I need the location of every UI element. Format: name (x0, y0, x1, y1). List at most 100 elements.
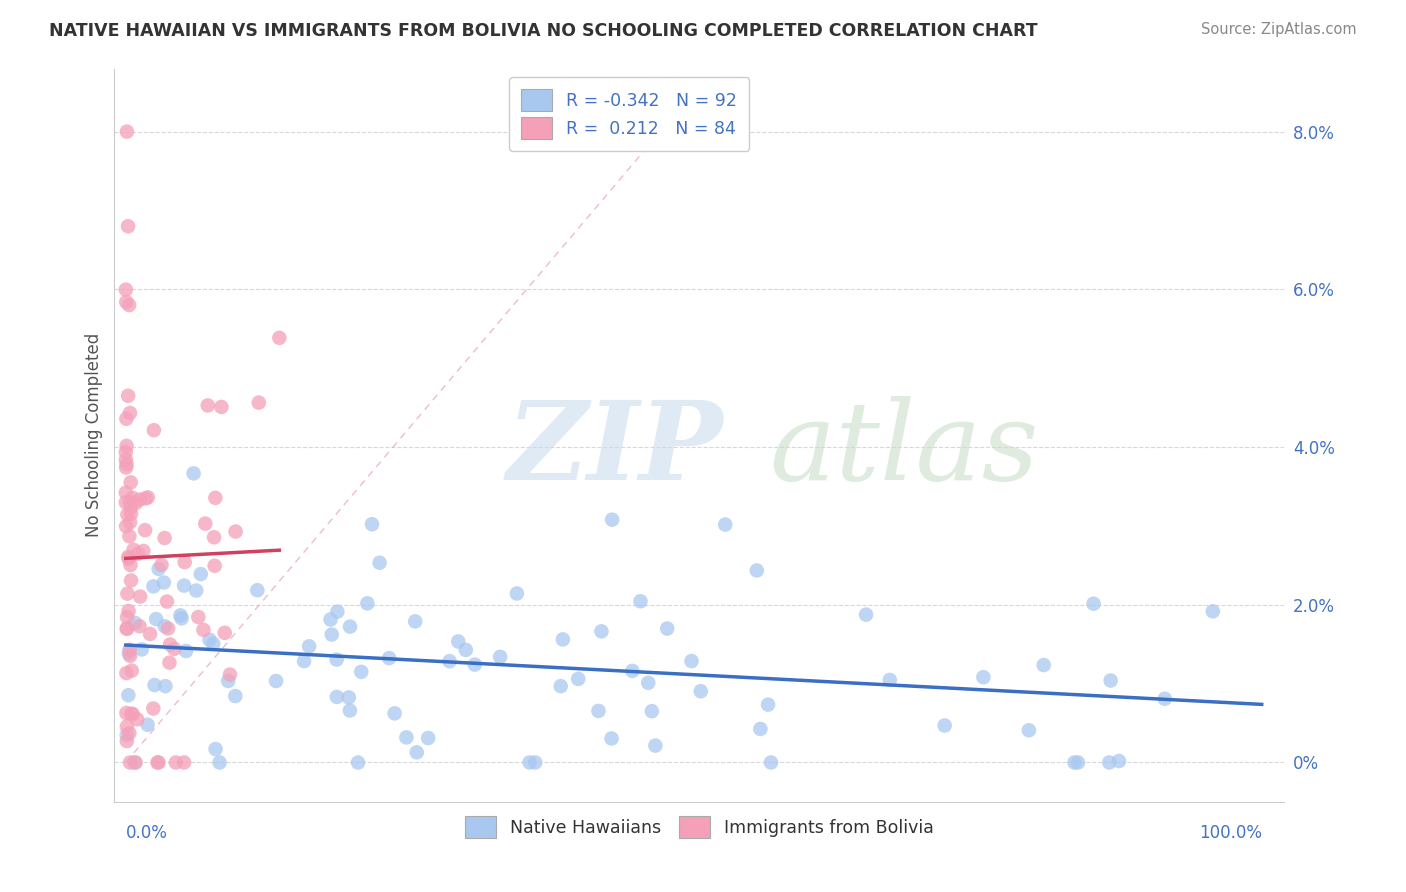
Point (384, 706, 406, 721)
Point (153, 619, 176, 633)
Point (118, 756, 141, 770)
Point (325, 652, 347, 666)
Point (339, 704, 361, 718)
Point (186, 583, 208, 598)
Point (121, 706, 143, 721)
Point (148, 562, 170, 576)
Point (124, 756, 146, 770)
Point (204, 742, 226, 756)
Point (506, 586, 529, 600)
Point (118, 495, 141, 509)
Legend: Native Hawaiians, Immigrants from Bolivia: Native Hawaiians, Immigrants from Bolivi… (458, 810, 941, 845)
Point (644, 739, 666, 753)
Text: 0.0%: 0.0% (125, 824, 167, 842)
Point (198, 632, 221, 647)
Point (298, 640, 321, 654)
Text: ZIP: ZIP (506, 396, 723, 504)
Point (197, 399, 219, 413)
Point (321, 627, 343, 641)
Point (269, 331, 291, 345)
Point (117, 508, 139, 522)
Point (127, 547, 149, 561)
Point (143, 678, 166, 692)
Point (115, 411, 138, 425)
Point (120, 515, 142, 529)
Point (148, 756, 170, 770)
Point (165, 756, 187, 770)
Point (159, 637, 181, 651)
Point (120, 574, 142, 588)
Point (681, 654, 703, 668)
Point (173, 555, 195, 569)
Point (128, 492, 150, 507)
Point (934, 718, 956, 732)
Point (326, 690, 349, 704)
Point (155, 679, 177, 693)
Point (127, 712, 149, 726)
Point (368, 556, 391, 570)
Point (600, 731, 623, 746)
Point (115, 460, 138, 475)
Point (118, 642, 141, 657)
Point (1202, 604, 1225, 618)
Point (745, 564, 768, 578)
Point (132, 544, 155, 558)
Point (337, 690, 360, 705)
Point (120, 475, 142, 490)
Point (217, 673, 239, 688)
Point (591, 624, 613, 639)
Point (1099, 673, 1122, 688)
Text: Source: ZipAtlas.com: Source: ZipAtlas.com (1201, 22, 1357, 37)
Point (115, 734, 138, 748)
Point (156, 594, 179, 608)
Point (136, 717, 159, 731)
Point (404, 615, 426, 629)
Point (115, 457, 138, 471)
Point (1153, 691, 1175, 706)
Y-axis label: No Schooling Completed: No Schooling Completed (86, 333, 103, 537)
Point (749, 722, 772, 736)
Point (115, 519, 138, 533)
Point (1108, 754, 1130, 768)
Point (120, 501, 142, 516)
Text: 100.0%: 100.0% (1199, 824, 1261, 842)
Point (356, 596, 378, 610)
Point (326, 605, 349, 619)
Point (464, 657, 486, 672)
Point (361, 517, 384, 532)
Point (136, 491, 159, 505)
Point (219, 667, 242, 681)
Point (146, 756, 169, 770)
Point (115, 622, 138, 636)
Point (153, 575, 176, 590)
Point (319, 612, 342, 626)
Point (657, 622, 679, 636)
Point (117, 219, 139, 234)
Point (454, 643, 477, 657)
Point (169, 608, 191, 623)
Point (129, 590, 152, 604)
Point (115, 125, 138, 139)
Point (621, 664, 644, 678)
Point (756, 698, 779, 712)
Point (190, 567, 212, 582)
Point (124, 615, 146, 630)
Point (170, 611, 193, 625)
Point (115, 439, 138, 453)
Point (163, 641, 186, 656)
Point (115, 706, 138, 720)
Point (114, 283, 136, 297)
Point (159, 656, 181, 670)
Point (339, 619, 361, 633)
Point (489, 649, 512, 664)
Point (145, 612, 167, 626)
Point (128, 619, 150, 633)
Point (114, 495, 136, 509)
Point (439, 654, 461, 668)
Point (142, 423, 165, 437)
Point (131, 642, 153, 657)
Point (115, 610, 138, 624)
Point (135, 491, 157, 506)
Point (118, 647, 141, 661)
Point (209, 400, 232, 414)
